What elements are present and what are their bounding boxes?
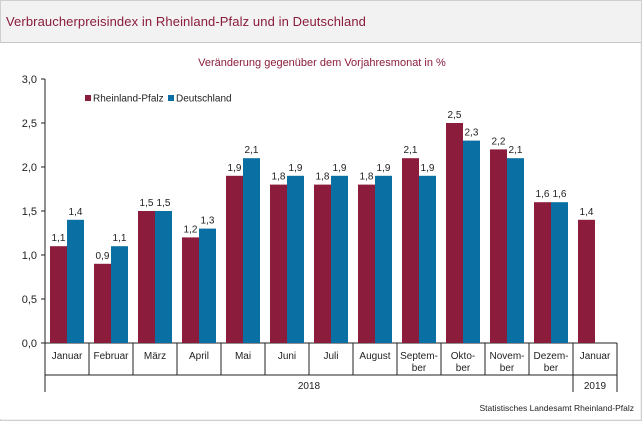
- data-label: 0,9: [96, 251, 110, 262]
- y-tick-label: 0,5: [22, 294, 37, 306]
- data-label: 1,9: [228, 163, 242, 174]
- data-label: 1,8: [272, 172, 286, 183]
- data-label: 1,5: [140, 198, 154, 209]
- bar-rheinland-pfalz: [490, 149, 507, 343]
- x-year-label: 2019: [584, 381, 607, 392]
- bar-rheinland-pfalz: [358, 184, 375, 343]
- x-tick-label: ber: [456, 363, 471, 374]
- bar-deutschland: [419, 175, 436, 343]
- data-label: 2,1: [509, 145, 523, 156]
- data-label: 1,4: [69, 207, 83, 218]
- x-tick-label: Okto-: [451, 351, 475, 362]
- x-tick-label: Januar: [580, 351, 611, 362]
- bar-deutschland: [551, 202, 568, 343]
- bar-deutschland: [199, 228, 216, 343]
- data-label: 1,6: [553, 189, 567, 200]
- bar-deutschland: [375, 175, 392, 343]
- bar-rheinland-pfalz: [94, 263, 111, 343]
- bar-deutschland: [67, 219, 84, 343]
- data-label: 1,9: [377, 163, 391, 174]
- data-label: 1,3: [201, 216, 215, 227]
- bar-rheinland-pfalz: [182, 237, 199, 343]
- bar-deutschland: [243, 158, 260, 343]
- source-note: Statistisches Landesamt Rheinland-Pfalz: [479, 403, 635, 413]
- data-label: 1,9: [333, 163, 347, 174]
- bar-rheinland-pfalz: [50, 246, 67, 343]
- legend-label: Rheinland-Pfalz: [93, 94, 164, 105]
- bar-rheinland-pfalz: [270, 184, 287, 343]
- figure-title: Verbraucherpreisindex in Rheinland-Pfalz…: [6, 14, 367, 29]
- data-label: 1,5: [157, 198, 171, 209]
- bar-rheinland-pfalz: [446, 123, 463, 343]
- bar-rheinland-pfalz: [314, 184, 331, 343]
- x-tick-label: Juni: [278, 351, 296, 362]
- x-tick-label: Septem-: [400, 351, 438, 362]
- data-label: 1,6: [536, 189, 550, 200]
- data-label: 2,2: [492, 136, 506, 147]
- title-separator: [0, 42, 642, 43]
- x-tick-label: August: [359, 351, 390, 362]
- bar-rheinland-pfalz: [534, 202, 551, 343]
- data-label: 2,1: [245, 145, 259, 156]
- bar-deutschland: [331, 175, 348, 343]
- y-tick-label: 0,0: [22, 338, 37, 350]
- data-label: 2,1: [404, 145, 418, 156]
- x-tick-label: Januar: [52, 351, 83, 362]
- chart-subtitle: Veränderung gegenüber dem Vorjahresmonat…: [198, 57, 446, 69]
- data-label: 2,5: [448, 110, 462, 121]
- bar-deutschland: [111, 246, 128, 343]
- bar-deutschland: [463, 140, 480, 343]
- data-label: 1,4: [580, 207, 594, 218]
- x-tick-label: Dezem-: [533, 351, 568, 362]
- x-tick-label: Februar: [93, 351, 129, 362]
- x-tick-label: ber: [544, 363, 559, 374]
- bar-rheinland-pfalz: [138, 211, 155, 343]
- bar-rheinland-pfalz: [402, 158, 419, 343]
- data-label: 1,9: [289, 163, 303, 174]
- y-tick-label: 2,0: [22, 162, 37, 174]
- data-label: 1,8: [360, 172, 374, 183]
- y-tick-label: 3,0: [22, 74, 37, 86]
- y-tick-label: 1,5: [22, 206, 37, 218]
- legend-swatch: [168, 95, 174, 101]
- x-year-label: 2018: [298, 381, 321, 392]
- x-tick-label: Novem-: [489, 351, 524, 362]
- bar-rheinland-pfalz: [226, 175, 243, 343]
- data-label: 1,1: [52, 233, 66, 244]
- x-tick-label: April: [189, 351, 209, 362]
- x-tick-label: Mai: [235, 351, 251, 362]
- bar-rheinland-pfalz: [578, 219, 595, 343]
- y-tick-label: 2,5: [22, 118, 37, 130]
- data-label: 1,1: [113, 233, 127, 244]
- legend-label: Deutschland: [176, 94, 232, 105]
- legend-swatch: [85, 95, 91, 101]
- y-tick-label: 1,0: [22, 250, 37, 262]
- data-label: 1,8: [316, 172, 330, 183]
- x-tick-label: ber: [412, 363, 427, 374]
- data-label: 1,2: [184, 224, 198, 235]
- bar-deutschland: [155, 211, 172, 343]
- x-tick-label: März: [144, 351, 166, 362]
- data-label: 1,9: [421, 163, 435, 174]
- x-tick-label: ber: [500, 363, 515, 374]
- bar-deutschland: [287, 175, 304, 343]
- x-tick-label: Juli: [323, 351, 338, 362]
- data-label: 2,3: [465, 128, 479, 139]
- bar-deutschland: [507, 158, 524, 343]
